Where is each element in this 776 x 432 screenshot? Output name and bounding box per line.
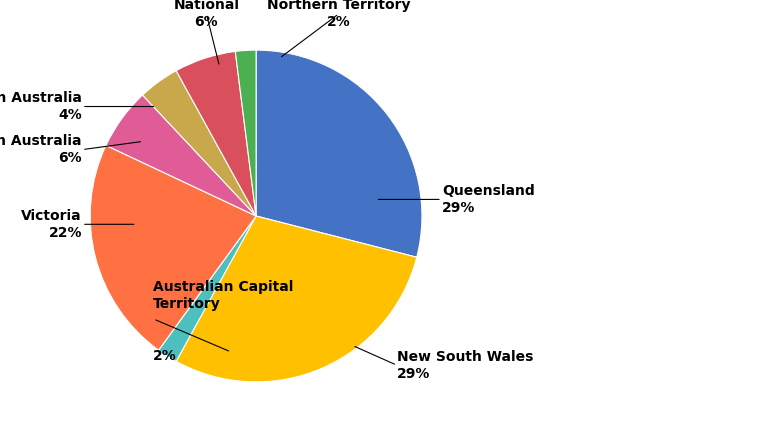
Wedge shape [256,50,422,257]
Wedge shape [176,216,417,382]
Text: Queensland
29%: Queensland 29% [442,184,535,215]
Text: South Australia
6%: South Australia 6% [0,134,82,165]
Text: Australian Capital
Territory: Australian Capital Territory [153,280,293,311]
Text: 2%: 2% [153,349,177,363]
Wedge shape [90,146,256,350]
Text: New South Wales
29%: New South Wales 29% [397,349,533,381]
Text: Northern Territory
2%: Northern Territory 2% [267,0,411,29]
Wedge shape [106,95,256,216]
Wedge shape [158,216,256,362]
Text: Western Australia
4%: Western Australia 4% [0,91,82,122]
Wedge shape [235,50,256,216]
Wedge shape [143,70,256,216]
Wedge shape [176,51,256,216]
Text: Victoria
22%: Victoria 22% [21,209,82,240]
Text: National
6%: National 6% [173,0,239,29]
